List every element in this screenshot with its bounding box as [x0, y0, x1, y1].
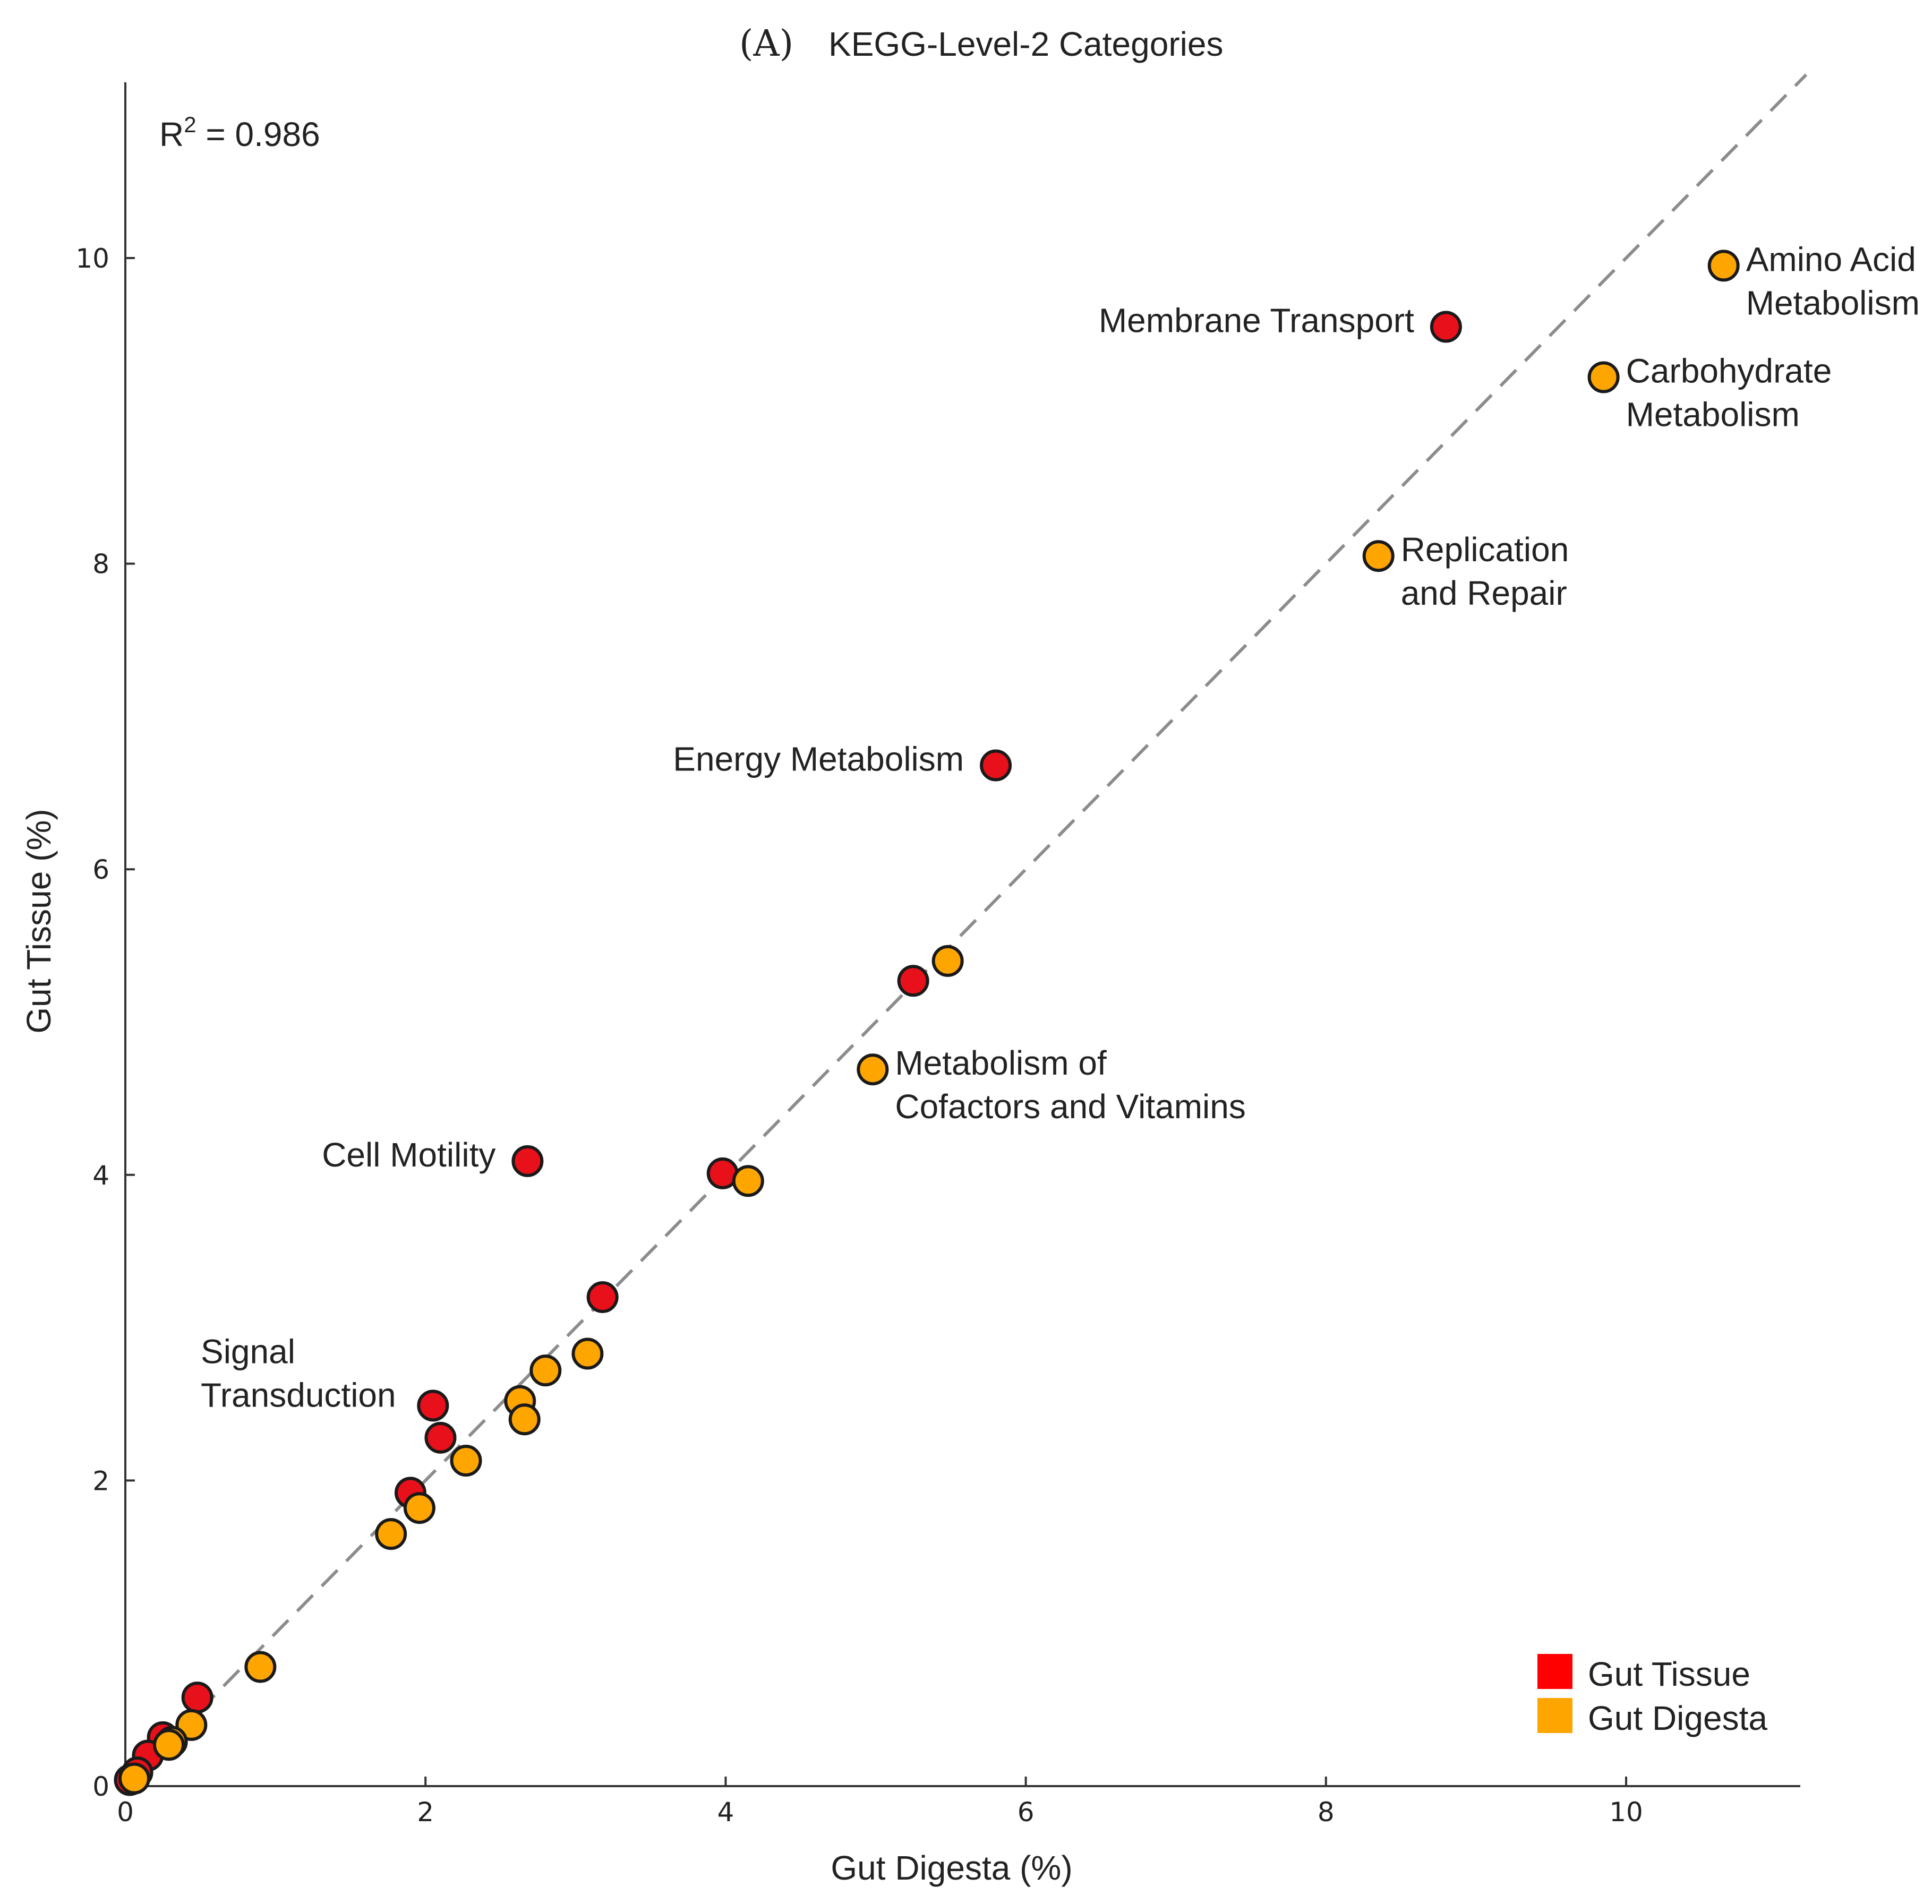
annotation-label: and Repair [1401, 574, 1567, 612]
legend-label-gut-digesta: Gut Digesta [1588, 1699, 1767, 1737]
point-gut-digesta [508, 1403, 541, 1436]
point-gut-tissue [586, 1281, 619, 1314]
annotation-label: Energy Metabolism [673, 740, 964, 778]
point-annotations: Amino Acid Metabolism Membrane Transport Ca… [201, 240, 1920, 1414]
point-gut-tissue [1430, 311, 1462, 343]
point-gut-digesta [857, 1053, 889, 1086]
point-gut-tissue [181, 1682, 213, 1714]
y-tick-label: 0 [92, 1771, 109, 1802]
point-gut-digesta [244, 1651, 277, 1683]
annotation-label: Transduction [201, 1376, 396, 1414]
point-gut-tissue [417, 1390, 449, 1422]
x-axis-ticks: 0 2 4 6 8 10 [117, 1777, 1643, 1828]
point-gut-digesta [450, 1444, 482, 1477]
point-gut-digesta [529, 1354, 562, 1387]
x-tick-label: 10 [1609, 1797, 1643, 1828]
r-squared-label: R2 = 0.986 [159, 112, 320, 153]
y-tick-label: 4 [92, 1160, 109, 1191]
point-gut-digesta [375, 1518, 407, 1550]
legend-swatch-gut-tissue [1537, 1654, 1572, 1689]
point-gut-digesta [1362, 540, 1395, 572]
y-axis-ticks: 0 2 4 6 8 10 [75, 243, 135, 1802]
point-gut-digesta [118, 1762, 150, 1795]
x-tick-label: 4 [717, 1797, 734, 1828]
y-tick-label: 6 [92, 854, 109, 885]
point-gut-digesta [152, 1729, 185, 1761]
annotation-label: Signal [201, 1332, 295, 1370]
annotation-label: Membrane Transport [1099, 302, 1414, 340]
point-gut-tissue [511, 1145, 544, 1177]
x-tick-label: 0 [117, 1797, 134, 1828]
point-gut-digesta [931, 945, 964, 977]
point-gut-tissue [897, 965, 929, 997]
point-gut-digesta [1587, 361, 1620, 393]
annotation-label: Metabolism [1746, 284, 1920, 322]
x-tick-label: 8 [1318, 1797, 1335, 1828]
annotation-label: Replication [1401, 530, 1569, 569]
point-gut-tissue [980, 749, 1012, 782]
point-gut-digesta [732, 1165, 764, 1197]
y-tick-label: 8 [92, 549, 109, 580]
r-squared-value: = 0.986 [196, 115, 320, 153]
x-axis-label: Gut Digesta (%) [831, 1849, 1072, 1887]
data-points [114, 250, 1740, 1796]
point-gut-digesta [1707, 250, 1740, 282]
y-axis-label: Gut Tissue (%) [20, 809, 58, 1033]
annotation-label: Cell Motility [322, 1136, 495, 1174]
y-tick-label: 2 [92, 1465, 109, 1496]
annotation-label: Metabolism of [895, 1044, 1107, 1082]
y-tick-label: 10 [75, 243, 109, 274]
point-gut-digesta [571, 1337, 604, 1370]
legend: Gut Tissue Gut Digesta [1537, 1654, 1767, 1737]
legend-swatch-gut-digesta [1537, 1698, 1572, 1733]
x-tick-label: 2 [417, 1797, 434, 1828]
legend-label-gut-tissue: Gut Tissue [1588, 1655, 1750, 1693]
point-gut-tissue [424, 1421, 457, 1454]
annotation-label: Cofactors and Vitamins [895, 1087, 1245, 1126]
panel-label: (A) [739, 23, 793, 65]
x-tick-label: 6 [1018, 1797, 1035, 1828]
r-squared-superscript: 2 [184, 112, 196, 137]
point-gut-digesta [403, 1492, 435, 1524]
annotation-label: Carbohydrate [1626, 351, 1832, 390]
chart-title: KEGG-Level-2 Categories [828, 25, 1223, 63]
annotation-label: Amino Acid [1746, 240, 1916, 278]
annotation-label: Metabolism [1626, 395, 1800, 433]
r-squared-r: R [159, 115, 184, 153]
